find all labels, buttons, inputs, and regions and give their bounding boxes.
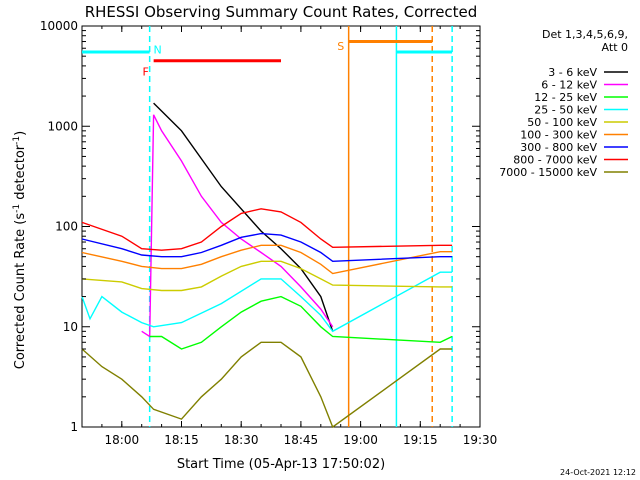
plot-border	[81, 25, 481, 428]
series-line	[81, 260, 453, 292]
series-line	[149, 295, 453, 350]
series-line	[153, 102, 334, 332]
state-transition-lines	[148, 26, 453, 427]
annotation-n: N	[154, 44, 162, 57]
x-tick-label: 18:00	[105, 433, 140, 447]
legend-entry-label: 12 - 25 keV	[534, 91, 597, 104]
series-line	[141, 114, 334, 338]
series-line	[81, 244, 453, 275]
series-lines	[81, 102, 453, 429]
state-bars	[82, 40, 453, 63]
legend-entry-label: 50 - 100 keV	[527, 116, 597, 129]
timestamp: 24-Oct-2021 12:12	[560, 468, 636, 477]
y-axis-ticks: 1 10 100 1000 10000	[40, 19, 480, 434]
legend-entry-label: 800 - 7000 keV	[513, 154, 597, 167]
plot-frame	[81, 25, 481, 428]
legend-entry-label: 25 - 50 keV	[534, 104, 597, 117]
legend-header-1: Det 1,3,4,5,6,9,	[542, 28, 628, 41]
series-line	[81, 271, 453, 333]
annotation-s: S	[337, 40, 344, 53]
x-tick-label: 19:15	[403, 433, 438, 447]
series-line	[81, 341, 453, 429]
legend-entry-label: 100 - 300 keV	[520, 129, 597, 142]
legend-entry-label: 3 - 6 keV	[548, 66, 597, 79]
chart-title: RHESSI Observing Summary Count Rates, Co…	[85, 3, 478, 21]
x-tick-label: 19:00	[343, 433, 378, 447]
y-tick-label: 100	[55, 220, 78, 234]
y-tick-label: 1000	[47, 119, 78, 133]
x-tick-label: 18:45	[284, 433, 319, 447]
y-axis-label: Corrected Count Rate (s-1 detector-1)	[12, 131, 28, 369]
legend-entry-label: 6 - 12 keV	[541, 79, 597, 92]
legend-entry-label: 7000 - 15000 keV	[499, 166, 597, 179]
y-tick-label: 10000	[40, 19, 78, 33]
state-annotations: NF S	[143, 40, 345, 79]
legend-entry-label: 300 - 800 keV	[520, 141, 597, 154]
y-tick-label: 10	[63, 320, 78, 334]
x-axis-ticks: 18:00 18:15 18:30 18:45 19:00 19:15 19:30	[101, 26, 498, 447]
annotation-f: F	[143, 66, 149, 79]
x-tick-label: 18:30	[224, 433, 259, 447]
x-axis-label: Start Time (05-Apr-13 17:50:02)	[177, 457, 385, 472]
x-tick-label: 19:30	[463, 433, 498, 447]
x-tick-label: 18:15	[164, 433, 199, 447]
legend-header-2: Att 0	[602, 41, 628, 54]
y-tick-label: 1	[70, 420, 78, 434]
series-line	[81, 208, 453, 251]
series-line	[81, 232, 453, 263]
